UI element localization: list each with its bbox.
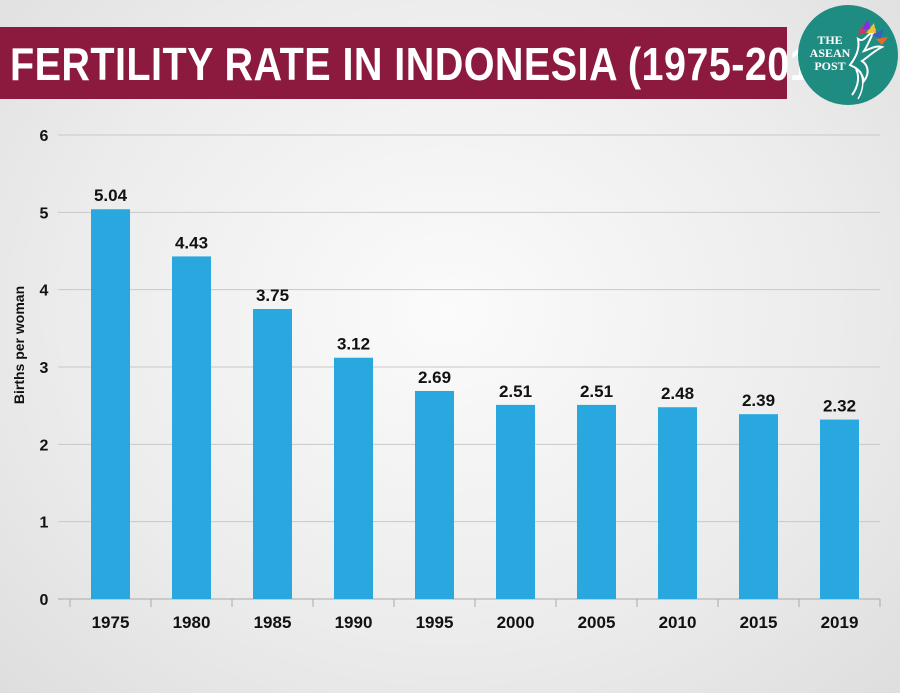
bar — [739, 414, 778, 599]
x-tick-label: 2010 — [659, 613, 697, 632]
x-tick-label: 1980 — [173, 613, 211, 632]
bar — [334, 357, 373, 599]
x-tick-label: 2015 — [740, 613, 778, 632]
bar — [496, 404, 535, 599]
bar — [172, 256, 211, 599]
y-tick-label: 1 — [40, 515, 49, 532]
title-banner — [0, 27, 787, 99]
data-label: 2.51 — [580, 382, 613, 401]
data-label: 2.32 — [823, 397, 856, 416]
bar — [820, 419, 859, 599]
y-tick-label: 2 — [40, 437, 49, 454]
x-tick-label: 2000 — [497, 613, 535, 632]
y-tick-label: 6 — [40, 128, 49, 145]
y-tick-label: 3 — [40, 360, 49, 377]
y-tick-label: 0 — [40, 592, 49, 609]
x-tick-label: 1985 — [254, 613, 292, 632]
logo-text-line: ASEAN — [809, 46, 851, 60]
data-label: 3.12 — [337, 335, 370, 354]
bar — [577, 404, 616, 599]
bar — [658, 407, 697, 599]
bird-emblem-icon — [848, 19, 888, 100]
data-label: 2.51 — [499, 382, 532, 401]
bar — [91, 209, 130, 600]
data-label: 2.48 — [661, 384, 694, 403]
y-tick-label: 4 — [40, 283, 49, 300]
logo-text-line: THE — [817, 33, 843, 47]
data-label: 5.04 — [94, 186, 128, 205]
bar — [253, 309, 292, 599]
x-tick-label: 2005 — [578, 613, 616, 632]
x-tick-label: 1990 — [335, 613, 373, 632]
data-label: 4.43 — [175, 233, 208, 252]
x-tick-label: 1975 — [92, 613, 130, 632]
bar — [415, 390, 454, 599]
data-label: 3.75 — [256, 286, 289, 305]
x-tick-label: 1995 — [416, 613, 454, 632]
x-tick-label: 2019 — [821, 613, 859, 632]
y-tick-label: 5 — [40, 205, 49, 222]
the-asean-post-logo: THE ASEAN POST — [798, 5, 898, 105]
data-label: 2.39 — [742, 391, 775, 410]
data-label: 2.69 — [418, 368, 451, 387]
logo-text-line: POST — [814, 59, 846, 73]
